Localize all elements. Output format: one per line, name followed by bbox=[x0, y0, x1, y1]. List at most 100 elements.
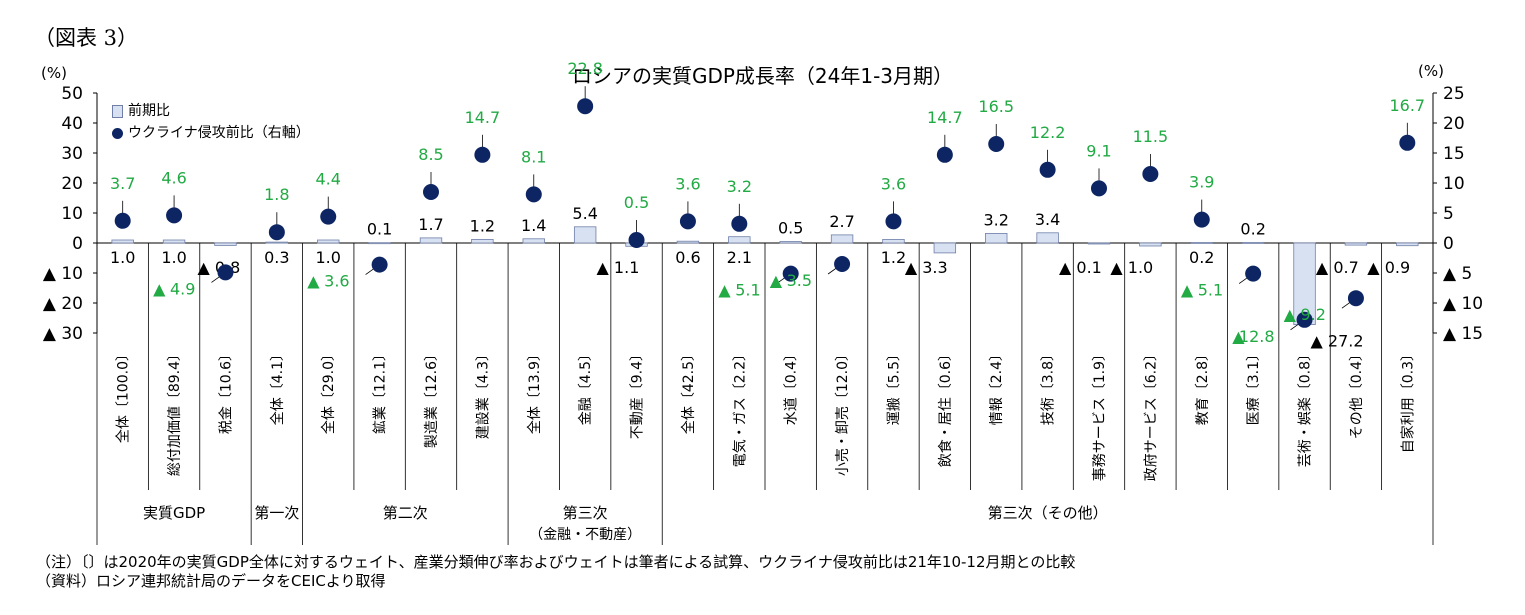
bar bbox=[728, 236, 751, 244]
dot bbox=[1193, 211, 1210, 228]
right-tick-label: 0 bbox=[1443, 234, 1454, 254]
left-tick-label: ▲ 20 bbox=[43, 294, 83, 314]
dot bbox=[782, 265, 799, 282]
dot-value-label: 14.7 bbox=[465, 108, 501, 127]
dot bbox=[577, 98, 594, 115]
dot-value-label: 4.9 bbox=[170, 279, 195, 298]
dot-neg-marker: ▲ bbox=[1284, 305, 1297, 324]
bar bbox=[1241, 241, 1265, 244]
bar-value-label: 0.6 bbox=[675, 248, 700, 267]
dot bbox=[834, 256, 851, 272]
bar-value-label: 1.4 bbox=[521, 216, 546, 235]
bar bbox=[1087, 242, 1111, 245]
dot-value-label: 3.5 bbox=[787, 271, 812, 290]
dot-value-label: 3.6 bbox=[324, 272, 349, 291]
right-axis-unit: (%) bbox=[1418, 62, 1444, 80]
bar-value-label: 1.2 bbox=[470, 216, 495, 235]
notes: （注）〔〕は2020年の実質GDP全体に対するウェイト、産業分類伸び率およびウェ… bbox=[36, 553, 1075, 591]
right-tick-label: 5 bbox=[1443, 204, 1454, 224]
bar bbox=[1190, 241, 1213, 244]
dot-neg-marker: ▲ bbox=[307, 272, 320, 291]
dot-value-label: 3.6 bbox=[881, 174, 906, 193]
dot bbox=[885, 213, 902, 230]
group-sublabel: （金融・不動産） bbox=[529, 527, 641, 543]
dot bbox=[217, 264, 234, 281]
bar-value-label: 0.3 bbox=[264, 248, 289, 267]
left-tick-label: 30 bbox=[61, 144, 83, 164]
dot-swatch-icon bbox=[112, 127, 123, 139]
bar-value-label: ▲ 1.1 bbox=[597, 258, 640, 277]
dot-value-label: 5.1 bbox=[735, 281, 760, 300]
category-label: 事務サービス〔1.9〕 bbox=[1092, 347, 1108, 481]
right-tick-label: ▲ 15 bbox=[1443, 324, 1483, 344]
dot bbox=[474, 146, 491, 163]
bar bbox=[830, 234, 854, 244]
dot-value-label: 11.5 bbox=[1133, 127, 1169, 146]
category-label: 政府サービス〔6.2〕 bbox=[1143, 347, 1159, 481]
bar bbox=[779, 241, 802, 244]
dot bbox=[1399, 134, 1416, 151]
right-tick-label: ▲ 10 bbox=[1443, 294, 1483, 314]
bar-value-label: ▲ 3.3 bbox=[905, 258, 948, 277]
dot-value-label: 22.8 bbox=[567, 59, 603, 78]
dot bbox=[423, 184, 439, 200]
note-text: （注）〔〕は2020年の実質GDP全体に対するウェイト、産業分類伸び率およびウェ… bbox=[36, 553, 1076, 571]
right-tick-label: 10 bbox=[1443, 174, 1465, 194]
category-label: 税金〔10.6〕 bbox=[218, 347, 234, 434]
dot-value-label: 9.1 bbox=[1086, 141, 1111, 160]
category-label: 不動産〔9.4〕 bbox=[630, 347, 646, 439]
bar bbox=[1396, 242, 1419, 247]
group-label: 第三次（その他） bbox=[988, 504, 1108, 522]
dot bbox=[320, 208, 337, 225]
dot-value-label: 3.6 bbox=[675, 174, 700, 193]
left-tick-label: ▲ 30 bbox=[43, 324, 83, 344]
dot bbox=[1142, 166, 1159, 182]
legend-item-bar: 前期比 bbox=[112, 100, 310, 122]
left-tick-label: 0 bbox=[72, 234, 83, 254]
bar-value-label: ▲ 0.7 bbox=[1316, 258, 1359, 277]
dot bbox=[166, 207, 183, 224]
right-tick-label: 15 bbox=[1443, 144, 1465, 164]
dot-neg-marker: ▲ bbox=[1181, 281, 1194, 300]
category-label: 自家利用〔0.3〕 bbox=[1399, 347, 1416, 453]
dot bbox=[731, 215, 748, 232]
bar bbox=[1139, 242, 1162, 247]
category-label: 鉱業〔12.1〕 bbox=[372, 347, 389, 434]
dot bbox=[1347, 290, 1364, 307]
bar-value-label: 2.7 bbox=[829, 212, 854, 231]
dot-neg-marker: ▲ bbox=[153, 279, 166, 298]
category-label: 総付加価値〔89.4〕 bbox=[167, 347, 183, 476]
dot bbox=[268, 224, 285, 241]
source-text: （資料）ロシア連邦統計局のデータをCEICより取得 bbox=[36, 572, 386, 590]
bar bbox=[676, 240, 700, 244]
category-label: 電気・ガス〔2.2〕 bbox=[732, 347, 748, 467]
dot bbox=[936, 146, 953, 163]
group-label: 第二次 bbox=[383, 504, 428, 522]
dot-value-label: 12.2 bbox=[1030, 123, 1066, 142]
legend-item-dot: ウクライナ侵攻前比（右軸） bbox=[112, 122, 310, 144]
dot-value-label: 0.5 bbox=[624, 193, 649, 212]
bar bbox=[265, 241, 289, 244]
left-tick-label: ▲ 10 bbox=[43, 264, 83, 284]
left-tick-label: 40 bbox=[61, 114, 83, 134]
category-label: 小売・卸売〔12.0〕 bbox=[835, 347, 851, 476]
bar-value-label: ▲ 1.0 bbox=[1110, 258, 1153, 277]
figure-label: （図表 3） bbox=[34, 26, 139, 50]
dot-value-label: 5.1 bbox=[1198, 281, 1223, 300]
dot bbox=[371, 256, 388, 273]
dot bbox=[1245, 265, 1262, 282]
bar bbox=[985, 232, 1008, 244]
bar-value-label: ▲ 27.2 bbox=[1311, 332, 1364, 351]
right-tick-label: 25 bbox=[1443, 84, 1465, 104]
bar bbox=[368, 242, 391, 245]
left-tick-label: 20 bbox=[61, 174, 83, 194]
dot-value-label: 16.7 bbox=[1389, 96, 1425, 115]
left-tick-label: 50 bbox=[61, 84, 83, 104]
bar-value-label: 5.4 bbox=[572, 204, 597, 223]
bar bbox=[214, 242, 237, 246]
dot-value-label: 3.2 bbox=[727, 177, 752, 196]
bar bbox=[419, 237, 443, 244]
dot-value-label: 9.2 bbox=[1300, 305, 1325, 324]
dot-value-label: 1.8 bbox=[264, 185, 289, 204]
